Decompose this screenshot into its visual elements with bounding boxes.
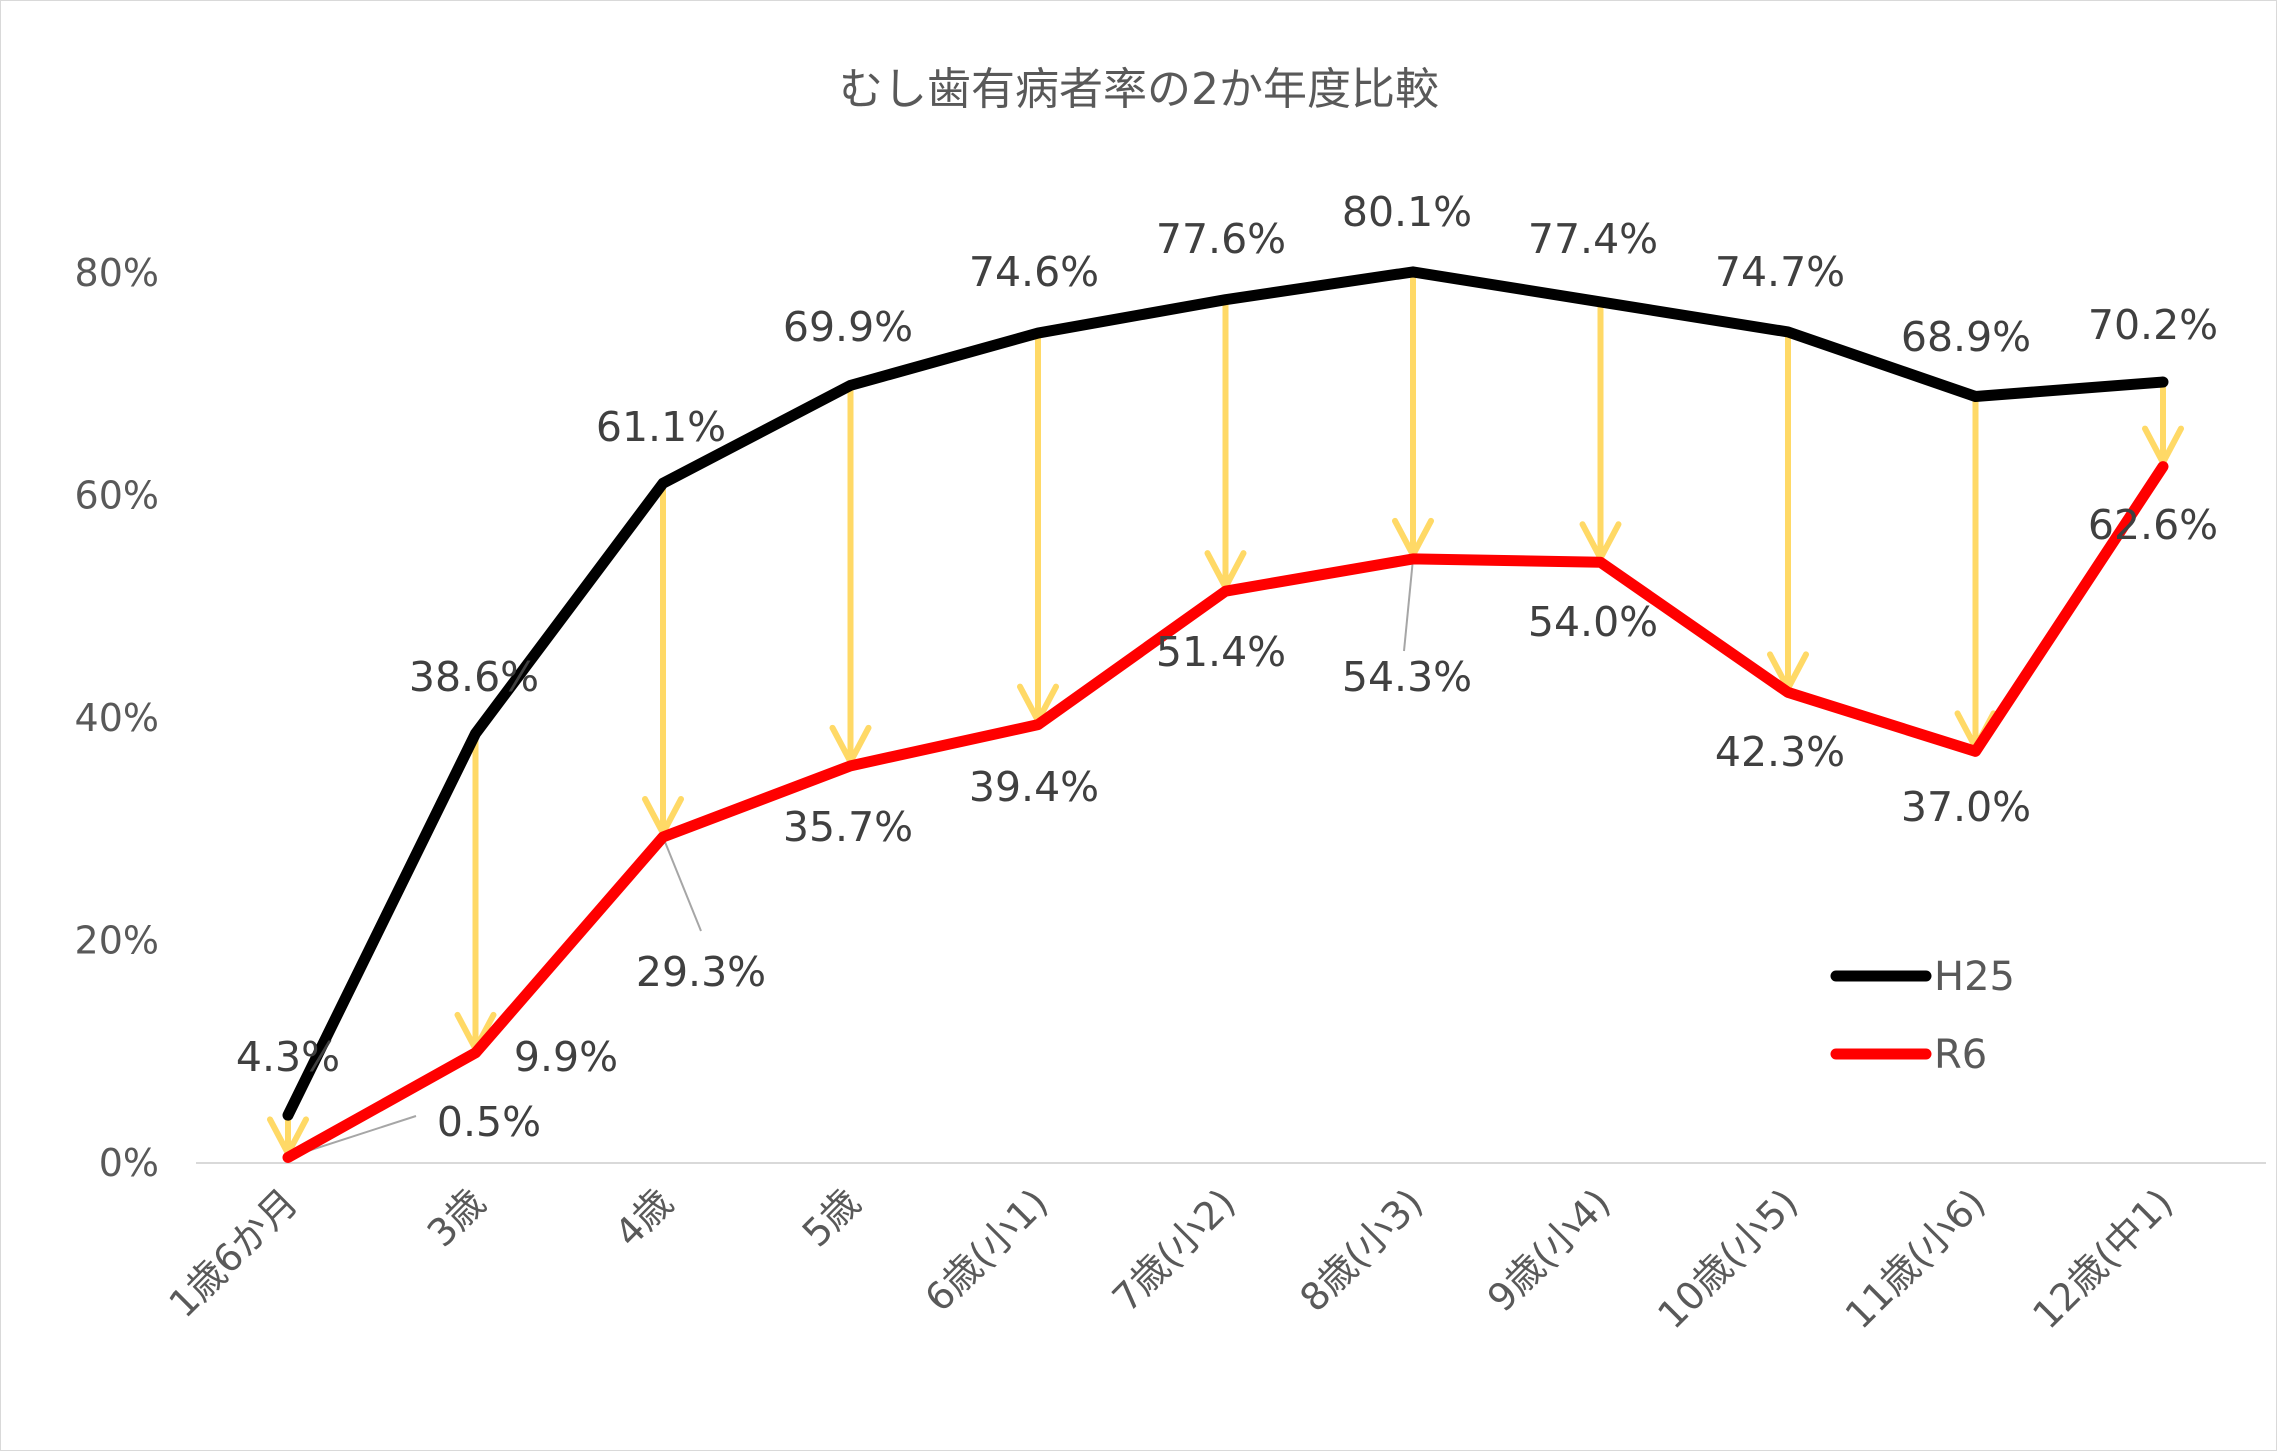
x-tick-label: 6歳(小1) bbox=[916, 1180, 1056, 1320]
y-tick-label: 0% bbox=[99, 1141, 159, 1185]
y-tick-label: 40% bbox=[75, 696, 159, 740]
data-label-r6: 54.0% bbox=[1528, 598, 1658, 646]
x-tick-label: 10歳(小5) bbox=[1649, 1180, 1806, 1337]
legend-label-r6: R6 bbox=[1934, 1032, 1987, 1078]
data-label-h25: 74.6% bbox=[969, 248, 1099, 296]
data-label-r6: 29.3% bbox=[636, 948, 766, 996]
data-label-h25: 69.9% bbox=[783, 303, 913, 351]
data-label-r6: 42.3% bbox=[1715, 728, 1845, 776]
x-tick-label: 5歳 bbox=[794, 1180, 869, 1255]
series-line-r6 bbox=[282, 461, 2169, 1163]
data-label-h25: 77.6% bbox=[1156, 215, 1286, 263]
legend: H25 R6 bbox=[1830, 954, 2015, 1078]
data-label-h25: 70.2% bbox=[2088, 301, 2218, 349]
y-tick-label: 20% bbox=[75, 919, 159, 963]
y-tick-label: 60% bbox=[75, 474, 159, 518]
data-label-r6: 39.4% bbox=[969, 763, 1099, 811]
x-tick-label: 3歳 bbox=[419, 1180, 494, 1255]
data-label-r6: 37.0% bbox=[1901, 783, 2031, 831]
data-label-h25: 74.7% bbox=[1715, 248, 1845, 296]
x-tick-label: 11歳(小6) bbox=[1837, 1180, 1994, 1337]
chart-title: むし歯有病者率の2か年度比較 bbox=[839, 64, 1439, 115]
y-tick-label: 80% bbox=[75, 251, 159, 295]
data-label-r6: 9.9% bbox=[514, 1033, 618, 1081]
x-tick-label: 7歳(小2) bbox=[1104, 1180, 1244, 1320]
x-tick-label: 4歳 bbox=[606, 1180, 681, 1255]
data-labels: 4.3% 38.6% 61.1% 69.9% 74.6% 77.6% 80.1% 77.4% 7… bbox=[236, 188, 2218, 1146]
series-lines bbox=[282, 266, 2169, 1163]
data-label-r6: 51.4% bbox=[1156, 628, 1286, 676]
x-tick-label: 9歳(小4) bbox=[1479, 1180, 1619, 1320]
data-label-h25: 38.6% bbox=[409, 653, 539, 701]
series-line-h25 bbox=[282, 266, 2169, 1121]
data-label-h25: 80.1% bbox=[1342, 188, 1472, 236]
x-tick-label: 1歳6か月 bbox=[160, 1180, 306, 1326]
x-tick-label: 8歳(小3) bbox=[1291, 1180, 1431, 1320]
x-axis: 1歳6か月 3歳 4歳 5歳 6歳(小1) 7歳(小2) 8歳(小3) 9歳(小4) 10歳(小… bbox=[160, 1180, 2181, 1337]
change-arrows bbox=[267, 272, 2184, 1157]
data-label-r6: 35.7% bbox=[783, 803, 913, 851]
data-label-h25: 77.4% bbox=[1528, 215, 1658, 263]
data-label-r6: 54.3% bbox=[1342, 653, 1472, 701]
x-tick-label: 12歳(中1) bbox=[2024, 1180, 2181, 1337]
leader-line bbox=[662, 836, 702, 932]
data-label-h25: 68.9% bbox=[1901, 313, 2031, 361]
data-label-r6: 0.5% bbox=[437, 1098, 541, 1146]
y-axis: 0% 20% 40% 60% 80% bbox=[75, 251, 159, 1185]
data-label-r6: 62.6% bbox=[2088, 501, 2218, 549]
legend-label-h25: H25 bbox=[1934, 954, 2015, 1000]
data-label-h25: 4.3% bbox=[236, 1033, 340, 1081]
data-label-h25: 61.1% bbox=[596, 403, 726, 451]
leader-line bbox=[1403, 558, 1414, 652]
